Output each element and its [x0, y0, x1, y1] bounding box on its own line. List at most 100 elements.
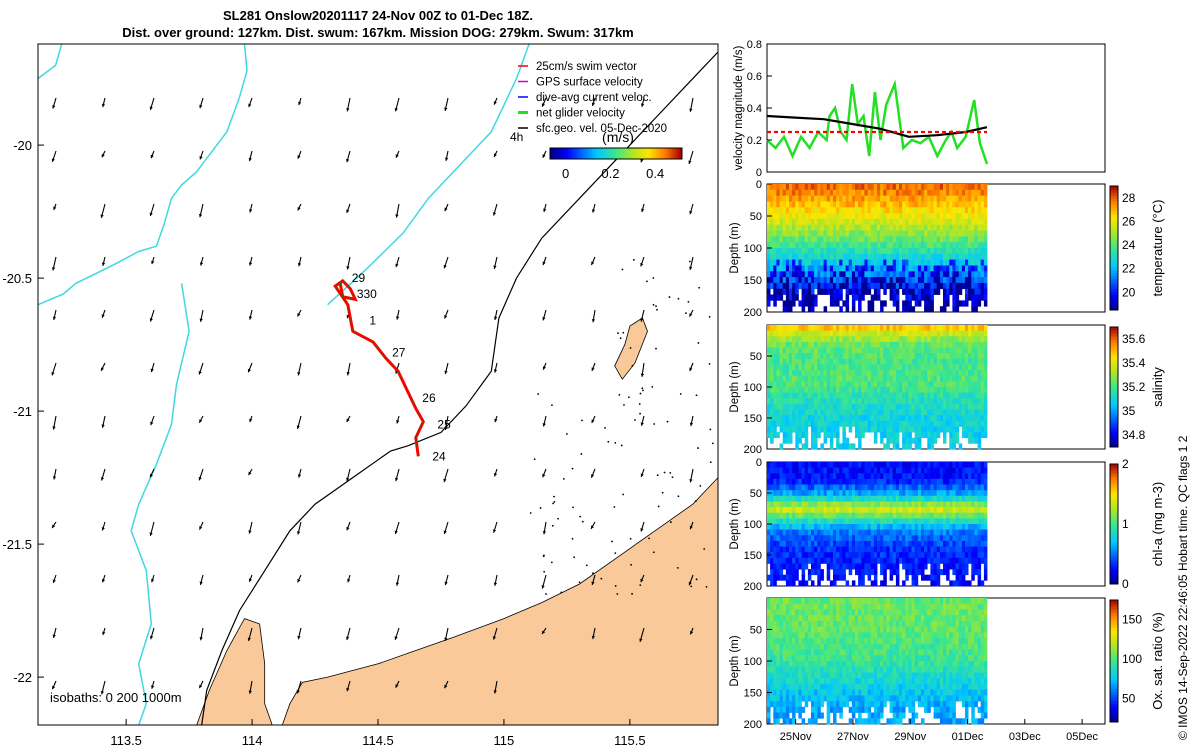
chla-cell	[836, 524, 840, 530]
salinity-cell	[980, 336, 985, 343]
chla-cell	[899, 557, 903, 564]
salinity-cell	[861, 420, 865, 427]
chla-cell	[965, 580, 969, 587]
salinity-cell	[971, 392, 975, 399]
chla-cell	[870, 467, 875, 474]
salinity-cell	[773, 415, 777, 422]
salinity-cell	[767, 403, 771, 410]
chla-cell	[880, 569, 884, 576]
temperature-cell	[795, 195, 799, 202]
chla-cell	[839, 552, 843, 559]
chla-cell	[770, 535, 774, 542]
salinity-cell	[855, 409, 859, 416]
temperature-cell	[946, 213, 950, 220]
salinity-cell	[968, 392, 972, 399]
chla-cell	[855, 540, 859, 547]
salinity-cell	[955, 364, 960, 371]
chla-cell	[883, 563, 887, 570]
salinity-cell	[880, 432, 884, 439]
chla-cell	[807, 574, 812, 581]
salinity-cell	[880, 387, 884, 393]
temperature-cell	[789, 224, 793, 231]
chla-cell	[770, 524, 774, 530]
temperature-cell	[933, 195, 938, 202]
chla-cell	[927, 574, 931, 581]
chla-cell	[864, 563, 868, 570]
salinity-cell	[779, 415, 784, 422]
chla-cell	[779, 535, 784, 542]
chla-cell	[845, 507, 850, 514]
temperature-cell	[939, 265, 944, 272]
temperature-cell	[776, 184, 780, 191]
islet-dot	[539, 507, 542, 509]
chla-cell	[801, 524, 806, 530]
salinity-cell	[939, 387, 944, 393]
legend-entry: sfc.geo. vel. 05-Dec-2020	[536, 123, 667, 135]
salinity-cell	[848, 358, 853, 365]
temperature-cell	[782, 288, 787, 295]
temperature-cell	[983, 253, 988, 260]
temperature-cell	[873, 218, 878, 226]
chla-cell	[873, 518, 878, 525]
salinity-cell	[889, 403, 894, 410]
chla-cell	[842, 557, 846, 564]
salinity-cell	[873, 353, 878, 360]
velocity-arrowhead	[492, 529, 497, 533]
temperature-cell	[801, 230, 806, 237]
chla-cell	[955, 478, 960, 485]
velocity-arrowhead	[689, 210, 693, 215]
map-colorbar: 0 0.2 0.4(m/s)4h	[510, 129, 683, 181]
temperature-cell	[983, 277, 988, 284]
temperature-cell	[817, 230, 821, 237]
temperature-cell	[848, 253, 853, 260]
islet-dot	[634, 419, 636, 421]
temperature-cell	[826, 288, 831, 295]
temperature-cell	[829, 207, 834, 214]
salinity-colorbar-cell	[1110, 330, 1118, 334]
chla-cell	[820, 501, 824, 508]
chla-cell	[949, 495, 953, 502]
salinity-cell	[955, 398, 960, 405]
chla-cell	[974, 557, 978, 564]
chla-cell	[814, 552, 818, 559]
salinity-cell	[851, 353, 856, 360]
salinity-cell	[867, 330, 872, 337]
salinity-cell	[943, 432, 947, 439]
salinity-colorbar-cell	[1110, 384, 1118, 388]
temperature-cell	[883, 277, 887, 284]
chla-cell	[858, 467, 862, 474]
temperature-cell	[917, 189, 922, 196]
temperature-cell	[892, 282, 897, 290]
chla-cell	[804, 478, 809, 485]
chla-cell	[952, 540, 956, 547]
temperature-cell	[908, 207, 912, 214]
temperature-cell	[804, 189, 809, 196]
salinity-cell	[870, 392, 875, 399]
salinity-cell	[889, 341, 894, 348]
temperature-cell	[933, 224, 938, 231]
chla-cell	[936, 546, 941, 553]
chla-cell	[902, 462, 906, 468]
salinity-cell	[943, 375, 947, 382]
temperature-cell	[842, 265, 846, 272]
temperature-cell	[889, 230, 894, 237]
chla-cell	[968, 557, 972, 564]
temperature-cell	[848, 259, 853, 266]
chla-cell	[848, 467, 853, 474]
velocity-arrowhead	[297, 207, 301, 211]
velocity-arrowhead	[493, 582, 498, 586]
chla-cell	[779, 563, 784, 570]
salinity-cell	[836, 426, 840, 433]
salinity-cell	[767, 358, 771, 365]
temperature-cell	[889, 184, 894, 191]
chla-cell	[968, 473, 972, 480]
chla-cell	[886, 462, 890, 468]
salinity-cell	[917, 392, 922, 399]
chla-cell	[861, 552, 865, 559]
chla-cell	[861, 507, 865, 514]
temperature-cell	[946, 201, 950, 208]
chla-cell	[924, 495, 928, 502]
chla-cell	[870, 563, 875, 570]
chla-cell	[855, 501, 859, 508]
salinity-cell	[861, 432, 865, 439]
